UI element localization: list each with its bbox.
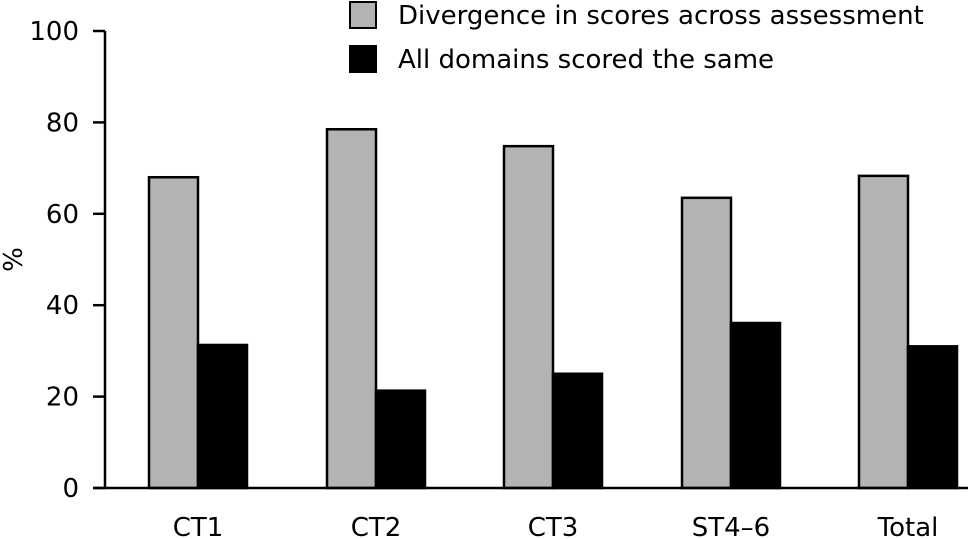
legend-label: Divergence in scores across assessment (398, 1, 924, 31)
y-tick-label: 20 (46, 383, 79, 413)
bar-divergence-3 (680, 196, 733, 490)
bar-divergence-0 (147, 175, 200, 490)
y-tick-label: 40 (46, 291, 79, 321)
bar-same-3 (729, 321, 782, 490)
bar-divergence-2 (502, 144, 555, 490)
y-axis-label: % (0, 247, 29, 272)
y-tick-label: 60 (46, 200, 79, 230)
y-tick-label: 100 (29, 17, 79, 47)
axes-layer (93, 31, 968, 490)
legend-swatch (349, 45, 377, 73)
x-tick-label: Total (877, 513, 939, 539)
y-tick-label: 80 (46, 108, 79, 138)
x-tick-label: ST4–6 (692, 513, 770, 539)
bar-same-1 (374, 389, 427, 490)
legend: Divergence in scores across assessment Al… (349, 1, 924, 75)
bar-same-0 (196, 343, 249, 490)
y-ticks: 0 20 40 60 80 100 (29, 17, 105, 504)
x-ticks: CT1 CT2 CT3 ST4–6 Total (173, 513, 939, 539)
bar-divergence-1 (325, 128, 378, 490)
x-tick-label: CT1 (173, 513, 224, 539)
bar-divergence-4 (857, 174, 910, 490)
bar-same-2 (551, 372, 604, 490)
bar-same-4 (906, 345, 959, 490)
x-tick-label: CT3 (528, 513, 579, 539)
legend-swatch (349, 1, 377, 29)
y-tick-label: 0 (62, 474, 79, 504)
x-tick-label: CT2 (351, 513, 402, 539)
legend-label: All domains scored the same (398, 45, 774, 75)
bars-layer (147, 128, 959, 490)
